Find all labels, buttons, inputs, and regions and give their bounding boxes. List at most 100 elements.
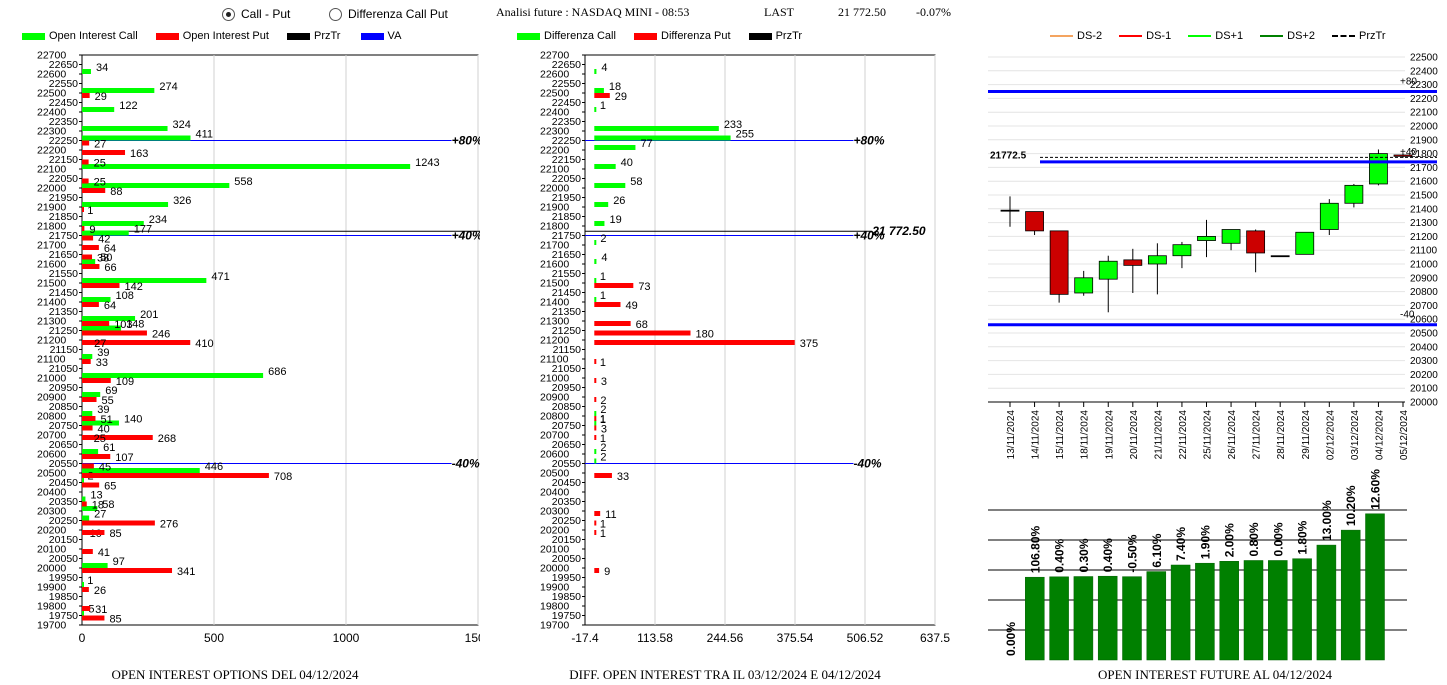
oi-bar	[594, 458, 597, 464]
y-tick-label: 21300	[1410, 218, 1438, 229]
oi-bar	[82, 359, 91, 364]
bar-value-label: 0.40%	[1053, 538, 1067, 572]
oi-bar	[82, 549, 93, 554]
oi-bar	[82, 321, 110, 326]
y-tick-label: 22450	[552, 97, 581, 109]
last-price-label: 21772.5	[990, 150, 1027, 161]
y-tick-label: 19900	[540, 582, 569, 594]
bar-value-label: 0.30%	[1077, 538, 1091, 572]
y-tick-label: 19900	[37, 582, 66, 594]
bar-value-label: 3	[601, 424, 607, 436]
legend-left: Open Interest Call Open Interest Put Prz…	[22, 30, 401, 42]
x-tick-label: 02/12/2024	[1325, 410, 1336, 460]
oi-bar	[82, 454, 111, 459]
oi-bar	[82, 587, 89, 592]
bar-value-label: 106.80%	[1028, 525, 1042, 573]
oi-bar	[82, 530, 105, 535]
y-tick-label: 21300	[37, 316, 66, 328]
oi-bar	[594, 145, 636, 150]
y-tick-label: 21500	[1410, 191, 1438, 202]
oi-bar	[594, 420, 597, 426]
y-tick-label: 21750	[552, 230, 581, 242]
oi-bar	[82, 226, 85, 231]
y-tick-label: 21750	[49, 230, 78, 242]
oi-bar	[594, 126, 719, 131]
oi-bar	[82, 254, 93, 260]
y-tick-label: 22300	[37, 126, 66, 138]
bar-value-label: 1	[600, 100, 606, 112]
y-tick-label: 22250	[49, 135, 78, 147]
oi-bar	[82, 93, 90, 98]
oi-bar	[82, 515, 90, 521]
bar-value-label: 25	[94, 433, 106, 445]
bar-value-label: 0.80%	[1247, 522, 1261, 556]
oi-bar	[82, 397, 97, 402]
bar-value-label: 4	[601, 62, 607, 74]
y-tick-label: 22400	[540, 107, 569, 119]
bar-value-label: 18	[609, 81, 621, 93]
bar-value-label: 29	[95, 91, 107, 103]
y-tick-label: 20900	[540, 392, 569, 404]
candle-body	[1344, 184, 1364, 204]
bar-value-label: 65	[104, 481, 116, 493]
candle-body	[1319, 202, 1339, 230]
y-tick-label: 21000	[37, 373, 66, 385]
bar-value-label: 1	[600, 290, 606, 302]
bar-value-label: 122	[119, 100, 137, 112]
open-interest-chart: 0500100015001970019750198001985019900199…	[37, 50, 480, 645]
bar-value-label: 25	[94, 177, 106, 189]
y-tick-label: 21800	[37, 221, 66, 233]
y-tick-label: 22150	[552, 154, 581, 166]
y-tick-label: 20500	[1410, 329, 1438, 340]
bar-value-label: 64	[104, 300, 116, 312]
bar-value-label: 97	[113, 556, 125, 568]
candle-body	[1147, 255, 1167, 265]
x-tick-label: 1500	[465, 631, 480, 645]
y-tick-label: 20150	[49, 534, 78, 546]
candle-body	[1221, 229, 1241, 244]
bar-value-label: 7.40%	[1174, 527, 1188, 561]
oi-bar	[594, 302, 621, 307]
oi-bar	[82, 230, 129, 236]
y-tick-label: 20850	[49, 401, 78, 413]
oi-bar	[82, 563, 108, 568]
level-label: -40%	[853, 457, 881, 471]
oi-bar	[82, 411, 93, 416]
oi-bar	[594, 135, 731, 141]
bar-value-label: 45	[99, 462, 111, 474]
x-tick-label: 04/12/2024	[1374, 410, 1385, 460]
oi-bar	[594, 164, 616, 169]
level-label: +80%	[853, 134, 884, 148]
bar-value-label: 6.10%	[1150, 533, 1164, 567]
oi-bar	[594, 411, 597, 416]
level-label: 21 772.50	[871, 224, 926, 238]
level-label: +40%	[853, 229, 884, 243]
future-oi-bar	[1292, 558, 1312, 661]
candle-body	[1000, 209, 1020, 212]
bar-value-label: 73	[638, 281, 650, 293]
bar-value-label: 34	[96, 62, 108, 74]
x-tick-label: 14/11/2024	[1031, 410, 1042, 460]
bar-value-label: 69	[105, 385, 117, 397]
candle-body	[1098, 260, 1118, 280]
bar-value-label: 326	[173, 195, 191, 207]
level-label: +40	[1400, 147, 1417, 158]
level-label: +80%	[452, 134, 480, 148]
y-tick-label: 22100	[540, 164, 569, 176]
y-tick-label: 20600	[1410, 315, 1438, 326]
y-tick-label: 20550	[552, 458, 581, 470]
y-tick-label: 21800	[1410, 149, 1438, 160]
oi-bar	[82, 302, 99, 307]
candle-body	[1270, 255, 1290, 258]
bar-value-label: 558	[234, 176, 252, 188]
oi-bar	[82, 473, 269, 478]
y-tick-label: 20950	[49, 382, 78, 394]
y-tick-label: 22050	[552, 173, 581, 185]
legend-swatch	[22, 32, 45, 40]
radio-differenza[interactable]: Differenza Call Put	[329, 7, 448, 22]
y-tick-label: 21600	[540, 259, 569, 271]
y-tick-label: 21600	[1410, 177, 1438, 188]
oi-bar	[594, 378, 597, 383]
oi-bar	[594, 520, 597, 526]
radio-call-put[interactable]: Call - Put	[222, 7, 290, 22]
